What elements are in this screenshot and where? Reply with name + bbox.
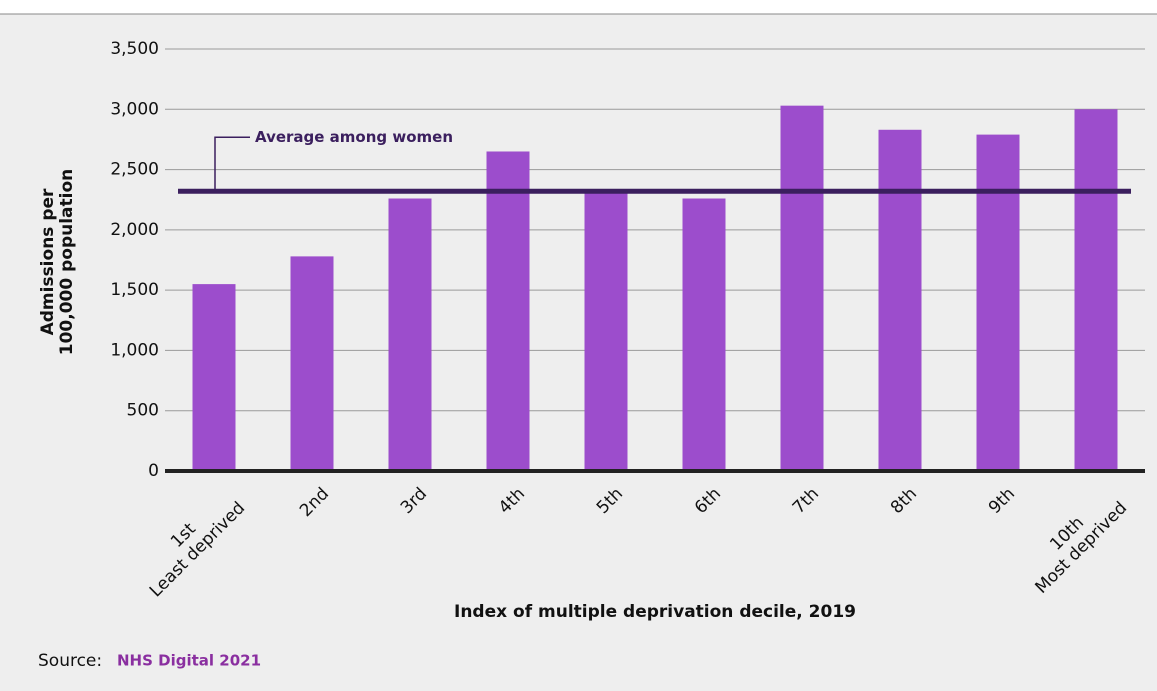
x-axis-title: Index of multiple deprivation decile, 20…: [454, 602, 856, 622]
bar: [1074, 109, 1118, 472]
y-tick-label: 3,000: [110, 99, 159, 119]
source-prefix: Source:: [38, 651, 102, 671]
y-tick-label: 0: [148, 461, 159, 481]
annotation-leader: [214, 136, 250, 192]
bar: [290, 256, 334, 471]
y-tick-label: 3,500: [110, 39, 159, 59]
source-link[interactable]: NHS Digital 2021: [117, 652, 261, 670]
bar: [388, 198, 432, 471]
y-tick-label: 2,500: [110, 160, 159, 180]
bar: [878, 129, 922, 472]
bar: [192, 284, 236, 471]
bar: [584, 191, 628, 471]
y-tick-label: 2,000: [110, 220, 159, 240]
bar: [682, 198, 726, 471]
bar: [976, 134, 1020, 471]
y-title: Admissions per 100,000 population: [38, 169, 77, 356]
bar: [486, 151, 530, 471]
y-axis-title: Admissions per: [38, 188, 58, 335]
bar: [780, 105, 824, 471]
average-label: Average among women: [255, 128, 453, 146]
y-tick-label: 500: [127, 401, 159, 421]
y-axis-title: 100,000 population: [57, 169, 77, 356]
y-tick-label: 1,000: [110, 340, 159, 360]
y-tick-label: 1,500: [110, 280, 159, 300]
